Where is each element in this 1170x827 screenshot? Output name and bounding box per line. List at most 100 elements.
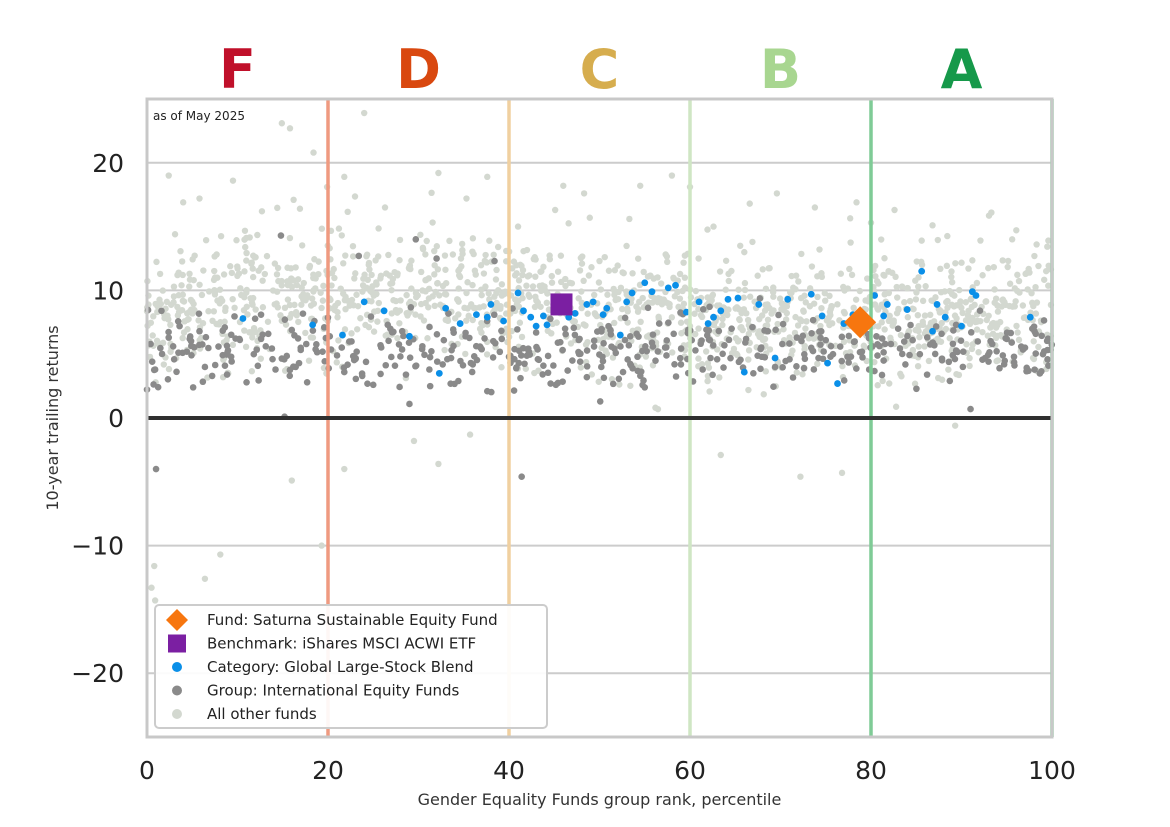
point-all-other-funds — [795, 278, 802, 285]
point-group — [569, 357, 576, 364]
point-all-other-funds — [973, 318, 981, 325]
point-all-other-funds — [328, 269, 336, 277]
point-all-other-funds — [418, 268, 425, 276]
point-group — [713, 356, 721, 363]
point-group — [665, 319, 672, 326]
point-group — [338, 344, 346, 351]
point-group — [169, 343, 177, 350]
point-all-other-funds — [846, 215, 854, 222]
point-all-other-funds — [577, 364, 585, 371]
point-all-other-funds — [782, 316, 790, 323]
point-group — [483, 387, 491, 395]
point-all-other-funds — [257, 355, 264, 362]
point-all-other-funds — [881, 272, 888, 279]
point-all-other-funds — [464, 305, 471, 312]
point-all-other-funds — [175, 308, 183, 316]
point-all-other-funds — [1014, 329, 1021, 336]
point-all-other-funds — [372, 257, 379, 264]
point-all-other-funds — [938, 376, 946, 383]
point-all-other-funds — [680, 259, 687, 266]
point-group — [789, 374, 797, 381]
point-all-other-funds — [959, 309, 966, 317]
point-all-other-funds — [704, 226, 711, 233]
grade-label: D — [396, 38, 441, 101]
point-all-other-funds — [984, 332, 992, 339]
point-all-other-funds — [597, 286, 605, 293]
point-group — [583, 363, 591, 370]
point-group — [299, 310, 307, 317]
point-all-other-funds — [714, 346, 721, 353]
point-all-other-funds — [405, 309, 412, 317]
point-group — [183, 348, 191, 355]
point-group — [547, 315, 554, 323]
point-group — [648, 339, 656, 347]
point-group — [426, 366, 433, 373]
point-all-other-funds — [248, 299, 256, 306]
point-group — [439, 361, 447, 368]
point-all-other-funds — [922, 283, 929, 290]
point-all-other-funds — [892, 403, 900, 410]
point-all-other-funds — [179, 291, 187, 298]
point-all-other-funds — [909, 347, 917, 354]
point-category — [672, 281, 679, 289]
point-group — [913, 385, 920, 393]
point-all-other-funds — [513, 262, 520, 269]
point-all-other-funds — [320, 364, 328, 372]
point-all-other-funds — [318, 304, 325, 312]
point-group — [391, 362, 399, 369]
point-group — [874, 352, 881, 359]
point-all-other-funds — [151, 597, 159, 604]
point-all-other-funds — [352, 270, 359, 277]
point-all-other-funds — [211, 291, 219, 298]
point-all-other-funds — [623, 291, 630, 298]
point-group — [544, 369, 552, 377]
point-all-other-funds — [760, 391, 767, 398]
point-group — [521, 360, 528, 368]
point-all-other-funds — [463, 289, 470, 297]
point-all-other-funds — [213, 320, 220, 328]
point-all-other-funds — [588, 371, 596, 378]
point-group — [605, 322, 612, 330]
point-group — [640, 377, 647, 384]
point-all-other-funds — [944, 232, 951, 240]
point-all-other-funds — [1015, 336, 1023, 344]
point-all-other-funds — [170, 283, 178, 290]
point-all-other-funds — [918, 237, 925, 244]
point-all-other-funds — [821, 290, 828, 297]
point-group — [764, 327, 772, 335]
point-group — [967, 329, 975, 336]
point-all-other-funds — [937, 265, 944, 273]
point-all-other-funds — [431, 302, 438, 310]
point-group — [402, 371, 410, 378]
point-group — [320, 324, 328, 331]
point-group — [583, 373, 591, 381]
point-all-other-funds — [846, 265, 853, 273]
point-all-other-funds — [774, 320, 781, 328]
point-group — [904, 332, 911, 340]
point-all-other-funds — [1044, 243, 1051, 250]
point-all-other-funds — [611, 287, 618, 295]
point-all-other-funds — [770, 293, 777, 300]
point-all-other-funds — [341, 326, 349, 333]
point-group — [706, 336, 714, 344]
point-group — [576, 335, 583, 343]
point-all-other-funds — [237, 285, 244, 292]
point-all-other-funds — [198, 291, 206, 299]
point-all-other-funds — [962, 299, 969, 306]
point-all-other-funds — [741, 279, 749, 287]
point-all-other-funds — [770, 284, 777, 291]
point-all-other-funds — [996, 318, 1004, 326]
point-group — [313, 341, 320, 348]
point-all-other-funds — [575, 295, 582, 302]
point-all-other-funds — [165, 172, 172, 179]
point-group — [626, 333, 634, 340]
point-group — [450, 329, 457, 336]
point-group — [288, 326, 296, 334]
point-all-other-funds — [483, 351, 491, 358]
point-group — [510, 387, 518, 394]
point-all-other-funds — [810, 300, 818, 307]
point-group — [550, 362, 557, 369]
point-group — [426, 353, 434, 361]
point-all-other-funds — [942, 309, 949, 316]
point-all-other-funds — [730, 345, 738, 353]
